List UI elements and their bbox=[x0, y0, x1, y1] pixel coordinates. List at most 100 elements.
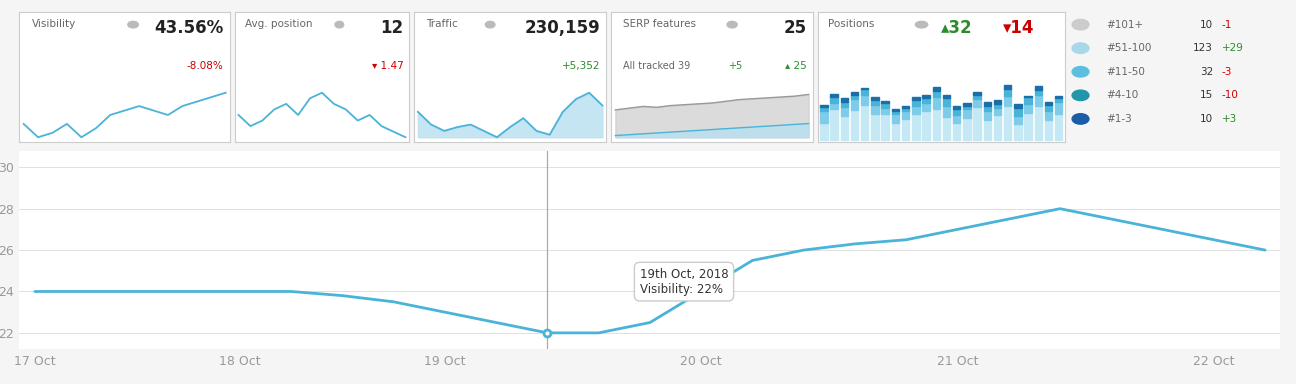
Bar bbox=[984, 106, 991, 111]
Bar bbox=[861, 105, 868, 140]
Bar bbox=[1034, 106, 1042, 140]
Bar bbox=[1045, 111, 1052, 119]
Text: -1: -1 bbox=[1222, 20, 1232, 30]
Bar bbox=[820, 111, 828, 122]
Circle shape bbox=[1072, 90, 1089, 101]
Text: ▾ 1.47: ▾ 1.47 bbox=[372, 61, 403, 71]
Bar bbox=[984, 120, 991, 140]
Bar bbox=[912, 114, 920, 140]
Bar bbox=[881, 114, 889, 140]
Bar bbox=[902, 106, 910, 108]
Bar bbox=[1055, 114, 1063, 140]
Bar bbox=[871, 100, 879, 105]
Bar bbox=[1024, 96, 1032, 97]
Bar bbox=[912, 106, 920, 114]
Text: 230,159: 230,159 bbox=[525, 19, 600, 37]
Bar bbox=[942, 117, 950, 140]
Bar bbox=[984, 111, 991, 120]
Bar bbox=[831, 97, 839, 103]
Bar bbox=[851, 110, 858, 140]
Text: -10: -10 bbox=[1222, 90, 1239, 100]
Text: #4-10: #4-10 bbox=[1105, 90, 1138, 100]
Text: 19th Oct, 2018
Visibility: 22%: 19th Oct, 2018 Visibility: 22% bbox=[640, 268, 728, 296]
Text: #11-50: #11-50 bbox=[1105, 67, 1144, 77]
Bar bbox=[1004, 106, 1011, 140]
Bar bbox=[963, 106, 971, 109]
Bar bbox=[1015, 116, 1021, 124]
Bar bbox=[1045, 104, 1052, 111]
Bar bbox=[861, 89, 868, 95]
Bar bbox=[953, 109, 960, 115]
Bar bbox=[963, 109, 971, 119]
Bar bbox=[923, 111, 929, 140]
Circle shape bbox=[1072, 43, 1089, 53]
Bar bbox=[820, 122, 828, 140]
Bar bbox=[953, 115, 960, 123]
Circle shape bbox=[727, 22, 737, 28]
Bar bbox=[1004, 89, 1011, 96]
Bar bbox=[994, 101, 1001, 104]
Bar bbox=[923, 98, 929, 103]
Bar bbox=[861, 88, 868, 89]
Bar bbox=[871, 114, 879, 140]
Text: Traffic: Traffic bbox=[425, 19, 457, 30]
Text: All tracked 39: All tracked 39 bbox=[623, 61, 693, 71]
Bar bbox=[881, 103, 889, 108]
Bar bbox=[902, 111, 910, 119]
Text: 123: 123 bbox=[1194, 43, 1213, 53]
Text: Visibility: Visibility bbox=[32, 19, 76, 30]
Bar bbox=[942, 98, 950, 106]
Bar bbox=[942, 94, 950, 98]
Bar bbox=[831, 109, 839, 140]
Bar bbox=[1034, 86, 1042, 90]
Bar bbox=[1024, 104, 1032, 113]
Bar bbox=[933, 97, 940, 109]
Text: 32: 32 bbox=[1200, 67, 1213, 77]
Circle shape bbox=[1072, 19, 1089, 30]
Bar bbox=[892, 114, 899, 122]
Bar bbox=[1045, 103, 1052, 104]
Text: 25: 25 bbox=[784, 19, 806, 37]
Bar bbox=[953, 106, 960, 109]
Bar bbox=[994, 108, 1001, 115]
Bar bbox=[973, 107, 981, 140]
Bar bbox=[1055, 101, 1063, 114]
Bar bbox=[841, 116, 848, 140]
Text: ▴ 25: ▴ 25 bbox=[785, 61, 806, 71]
Bar bbox=[1055, 96, 1063, 98]
Bar bbox=[933, 91, 940, 97]
Bar bbox=[841, 102, 848, 106]
Bar bbox=[892, 111, 899, 114]
Bar bbox=[1024, 97, 1032, 104]
Text: ▴32: ▴32 bbox=[941, 19, 973, 37]
Bar bbox=[881, 101, 889, 103]
Bar bbox=[902, 108, 910, 111]
Bar bbox=[831, 103, 839, 109]
Circle shape bbox=[1072, 114, 1089, 124]
Text: 43.56%: 43.56% bbox=[154, 19, 224, 37]
Text: 10: 10 bbox=[1200, 20, 1213, 30]
Bar bbox=[973, 92, 981, 95]
Bar bbox=[953, 123, 960, 140]
Bar bbox=[994, 115, 1001, 140]
Text: Avg. position: Avg. position bbox=[245, 19, 312, 30]
Bar bbox=[871, 98, 879, 100]
Bar bbox=[1034, 95, 1042, 106]
Bar bbox=[994, 104, 1001, 108]
Text: +5,352: +5,352 bbox=[562, 61, 600, 71]
Text: -3: -3 bbox=[1222, 67, 1232, 77]
Circle shape bbox=[485, 22, 495, 28]
Bar bbox=[973, 99, 981, 107]
Circle shape bbox=[915, 22, 928, 28]
Text: Positions: Positions bbox=[828, 19, 874, 30]
Bar bbox=[892, 122, 899, 140]
Bar bbox=[831, 94, 839, 97]
Text: 15: 15 bbox=[1200, 90, 1213, 100]
Bar bbox=[912, 99, 920, 106]
Text: SERP features: SERP features bbox=[623, 19, 696, 30]
Text: -8.08%: -8.08% bbox=[187, 61, 224, 71]
Text: 10: 10 bbox=[1200, 114, 1213, 124]
Circle shape bbox=[1072, 66, 1089, 77]
Bar bbox=[933, 88, 940, 91]
Bar bbox=[1015, 124, 1021, 140]
